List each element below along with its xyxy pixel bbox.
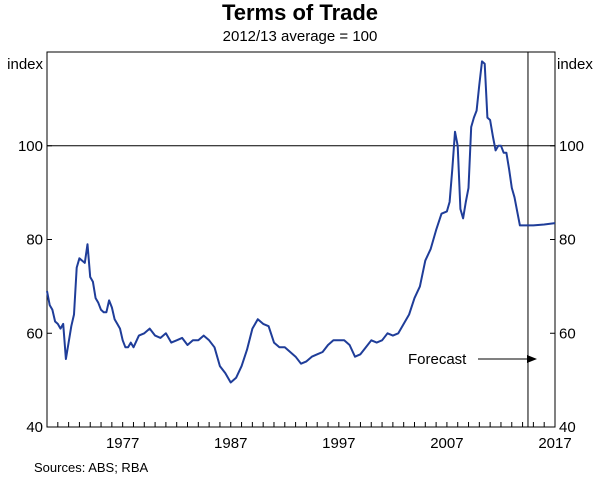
y-tick-label-left: 100 bbox=[18, 138, 43, 155]
y-axis-label-right: index bbox=[557, 56, 593, 73]
plot-frame bbox=[46, 51, 556, 428]
x-tick-label: 1997 bbox=[322, 435, 355, 452]
forecast-annotation: Forecast bbox=[408, 351, 467, 368]
y-tick-label-left: 60 bbox=[26, 325, 43, 342]
y-tick-label-right: 60 bbox=[559, 325, 576, 342]
chart-source: Sources: ABS; RBA bbox=[34, 460, 149, 475]
y-tick-label-right: 40 bbox=[559, 419, 576, 436]
y-tick-label-right: 100 bbox=[559, 138, 584, 155]
chart-subtitle: 2012/13 average = 100 bbox=[222, 28, 378, 45]
y-tick-label-right: 80 bbox=[559, 232, 576, 249]
x-tick-label: 2017 bbox=[538, 435, 571, 452]
forecast-arrow-head bbox=[527, 355, 537, 363]
chart-title: Terms of Trade bbox=[221, 0, 379, 25]
y-tick-label-left: 40 bbox=[26, 419, 43, 436]
x-tick-label: 1987 bbox=[214, 435, 247, 452]
y-tick-label-left: 80 bbox=[26, 232, 43, 249]
x-tick-label: 1977 bbox=[106, 435, 139, 452]
series-line-terms-of-trade bbox=[46, 60, 556, 384]
y-axis-label-left: index bbox=[7, 56, 43, 73]
x-tick-label: 2007 bbox=[430, 435, 463, 452]
